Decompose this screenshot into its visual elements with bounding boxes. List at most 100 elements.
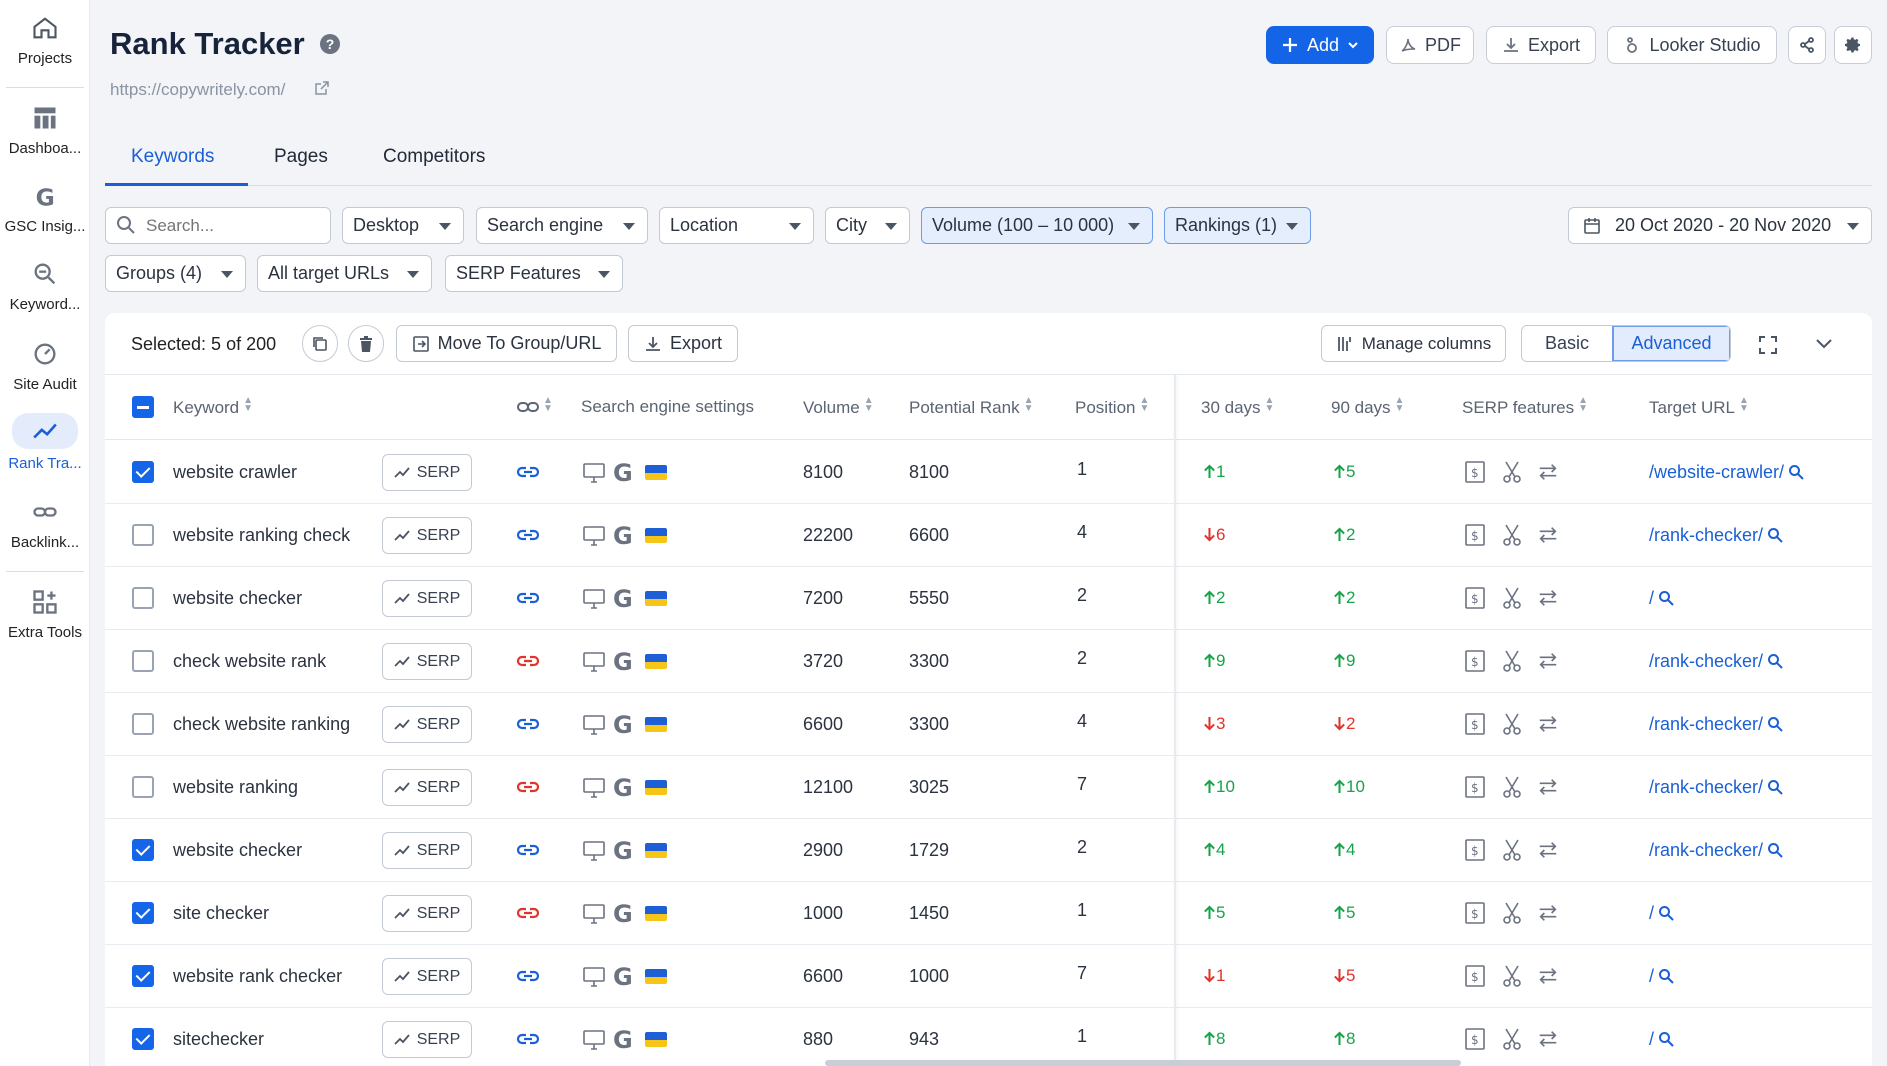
search-icon[interactable] [1658,905,1674,921]
serp-button[interactable]: SERP [382,517,472,554]
serp-button[interactable]: SERP [382,1021,472,1058]
column-keyword[interactable]: Keyword ▲ ▼ [173,396,253,418]
serp-features-dropdown[interactable]: SERP Features [445,255,623,292]
row-checkbox[interactable] [132,776,154,798]
rankings-dropdown[interactable]: Rankings (1) [1164,207,1311,244]
manage-columns-button[interactable]: Manage columns [1321,325,1506,362]
sidebar-item-extra-tools[interactable]: Extra Tools [0,588,90,641]
sidebar-item-keywords[interactable]: Keyword... [0,260,90,313]
share-button[interactable] [1788,26,1826,64]
search-icon[interactable] [1658,968,1674,984]
column-volume[interactable]: Volume ▲ ▼ [803,396,874,418]
row-checkbox[interactable] [132,1028,154,1050]
sidebar-item-rank-tracker[interactable]: Rank Tra... [0,413,90,472]
link-icon[interactable] [516,715,540,733]
row-checkbox[interactable] [132,524,154,546]
copy-button[interactable] [302,325,338,362]
date-range-picker[interactable]: 20 Oct 2020 - 20 Nov 2020 [1568,207,1872,244]
tab-competitors[interactable]: Competitors [383,146,486,167]
search-icon[interactable] [1767,842,1783,858]
basic-view-button[interactable]: Basic [1544,333,1589,353]
link-icon[interactable] [516,463,540,481]
search-icon[interactable] [1788,464,1804,480]
sidebar-item-projects[interactable]: Projects [0,14,90,67]
search-icon[interactable] [1767,653,1783,669]
serp-button[interactable]: SERP [382,832,472,869]
column-potential-rank[interactable]: Potential Rank ▲ ▼ [909,396,1033,418]
search-icon[interactable] [1767,527,1783,543]
search-icon[interactable] [1658,590,1674,606]
serp-button[interactable]: SERP [382,454,472,491]
target-url-link[interactable]: / [1649,903,1674,924]
target-url-link[interactable]: / [1649,966,1674,987]
link-icon[interactable] [516,967,540,985]
link-icon[interactable] [516,1030,540,1048]
groups-dropdown[interactable]: Groups (4) [105,255,246,292]
target-url-link[interactable]: /rank-checker/ [1649,840,1783,861]
location-dropdown[interactable]: Location [659,207,814,244]
tab-keywords[interactable]: Keywords [131,146,215,167]
device-dropdown[interactable]: Desktop [342,207,464,244]
delete-button[interactable] [348,325,384,362]
column-target-url[interactable]: Target URL ▲ ▼ [1649,396,1749,418]
column-30-days[interactable]: 30 days ▲ ▼ [1201,396,1274,418]
pdf-button[interactable]: PDF [1386,26,1474,64]
table-export-button[interactable]: Export [628,325,738,362]
looker-studio-button[interactable]: Looker Studio [1607,26,1777,64]
serp-button[interactable]: SERP [382,895,472,932]
target-url-link[interactable]: / [1649,588,1674,609]
serp-button[interactable]: SERP [382,580,472,617]
link-icon[interactable] [516,904,540,922]
search-icon[interactable] [1658,1031,1674,1047]
link-icon[interactable] [516,778,540,796]
link-icon[interactable] [516,526,540,544]
serp-button[interactable]: SERP [382,958,472,995]
city-dropdown[interactable]: City [825,207,910,244]
link-icon[interactable] [516,589,540,607]
target-urls-dropdown[interactable]: All target URLs [257,255,432,292]
target-url-link[interactable]: /rank-checker/ [1649,651,1783,672]
row-checkbox[interactable] [132,713,154,735]
row-checkbox[interactable] [132,650,154,672]
project-url[interactable]: https://copywritely.com/ [110,80,286,99]
row-checkbox[interactable] [132,587,154,609]
volume-dropdown[interactable]: Volume (100 – 10 000) [921,207,1153,244]
sidebar-item-dashboard[interactable]: Dashboa... [0,104,90,157]
sidebar-item-site-audit[interactable]: Site Audit [0,340,90,393]
chevron-down-icon[interactable] [1815,337,1833,351]
search-icon[interactable] [1767,779,1783,795]
advanced-view-button[interactable]: Advanced [1612,326,1730,361]
target-url-link[interactable]: /rank-checker/ [1649,714,1783,735]
row-checkbox[interactable] [132,839,154,861]
help-icon[interactable]: ? [320,34,340,54]
search-input[interactable] [105,207,331,244]
select-all-checkbox[interactable] [132,396,154,418]
fullscreen-icon[interactable] [1758,335,1778,355]
serp-button[interactable]: SERP [382,643,472,680]
search-engine-dropdown[interactable]: Search engine [476,207,648,244]
target-url-link[interactable]: /rank-checker/ [1649,777,1783,798]
link-icon[interactable] [516,841,540,859]
column-90-days[interactable]: 90 days ▲ ▼ [1331,396,1404,418]
sidebar-item-backlinks[interactable]: Backlink... [0,498,90,551]
target-url-link[interactable]: /website-crawler/ [1649,462,1804,483]
row-checkbox[interactable] [132,902,154,924]
row-checkbox[interactable] [132,461,154,483]
column-link[interactable]: ▲ ▼ [517,396,553,418]
link-icon[interactable] [516,652,540,670]
move-to-group-button[interactable]: Move To Group/URL [396,325,617,362]
sidebar-item-gsc[interactable]: G GSC Insig... [0,182,90,235]
export-button[interactable]: Export [1486,26,1596,64]
serp-button[interactable]: SERP [382,706,472,743]
serp-button[interactable]: SERP [382,769,472,806]
search-icon[interactable] [1767,716,1783,732]
column-serp-features[interactable]: SERP features ▲ ▼ [1462,396,1588,418]
column-position[interactable]: Position ▲ ▼ [1075,396,1149,418]
target-url-link[interactable]: / [1649,1029,1674,1050]
horizontal-scrollbar[interactable] [825,1060,1461,1066]
tab-pages[interactable]: Pages [274,146,328,167]
external-link-icon[interactable] [314,80,330,96]
settings-button[interactable] [1834,26,1872,64]
row-checkbox[interactable] [132,965,154,987]
target-url-link[interactable]: /rank-checker/ [1649,525,1783,546]
